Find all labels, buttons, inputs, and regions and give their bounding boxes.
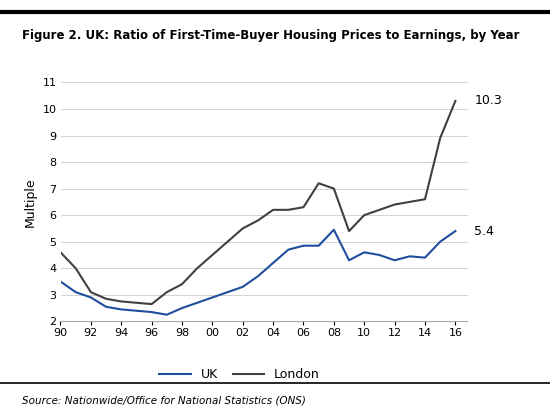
UK [224,290,231,295]
UK [179,306,185,311]
London [87,290,94,295]
Line: London: London [60,101,455,304]
Text: 5.4: 5.4 [475,225,494,238]
London [285,207,292,212]
UK [422,255,428,260]
UK [437,239,443,244]
London [376,207,383,212]
London [209,253,216,258]
Line: UK: UK [60,230,455,315]
UK [57,279,64,284]
UK [406,254,413,259]
UK [209,295,216,300]
UK [376,253,383,258]
UK [285,247,292,252]
London [224,239,231,244]
UK [73,290,79,295]
UK [194,300,201,305]
Text: 10.3: 10.3 [475,94,502,108]
UK [163,312,170,317]
UK [133,308,140,313]
London [133,300,140,305]
London [452,98,459,103]
London [255,218,261,223]
London [194,266,201,271]
London [361,213,367,218]
UK [391,258,398,263]
UK [255,274,261,279]
London [163,290,170,295]
UK [148,309,155,314]
London [422,197,428,202]
London [103,296,109,301]
London [300,205,307,210]
UK [103,304,109,309]
UK [270,260,277,265]
UK [300,243,307,248]
London [406,199,413,204]
Y-axis label: Multiple: Multiple [24,177,37,227]
London [346,229,353,234]
Legend: UK, London: UK, London [155,363,325,386]
London [331,186,337,191]
London [148,302,155,307]
London [391,202,398,207]
UK [452,229,459,234]
London [437,136,443,140]
UK [118,307,124,312]
London [239,226,246,231]
UK [315,243,322,248]
UK [87,295,94,300]
Text: Figure 2. UK: Ratio of First-Time-Buyer Housing Prices to Earnings, by Year: Figure 2. UK: Ratio of First-Time-Buyer … [22,29,520,42]
Text: Source: Nationwide/Office for National Statistics (ONS): Source: Nationwide/Office for National S… [22,396,306,405]
UK [346,258,353,263]
UK [239,284,246,289]
London [179,282,185,287]
London [315,181,322,186]
UK [331,227,337,232]
London [270,207,277,212]
UK [361,250,367,255]
London [73,266,79,271]
London [57,250,64,255]
London [118,299,124,304]
